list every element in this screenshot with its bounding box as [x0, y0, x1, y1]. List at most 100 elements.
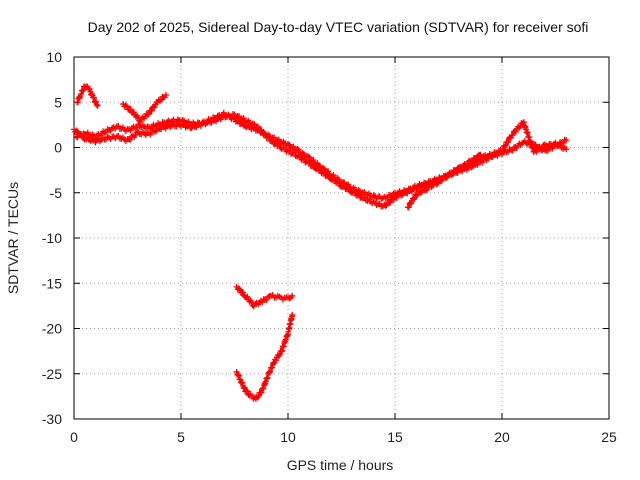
data-point-marker	[259, 299, 266, 306]
data-point-marker	[338, 183, 345, 190]
data-point-marker	[306, 159, 313, 166]
series-track-f	[233, 283, 296, 310]
data-point-marker	[438, 178, 445, 185]
data-point-marker	[244, 388, 251, 395]
x-tick-labels: 0 5 10 15 20 25	[70, 429, 617, 445]
data-point-marker	[441, 173, 448, 180]
series-track-c	[74, 83, 101, 109]
data-point-marker	[73, 127, 80, 134]
data-point-marker	[241, 384, 248, 391]
data-point-marker	[354, 191, 361, 198]
data-point-marker	[235, 285, 242, 292]
x-tick-label: 15	[387, 429, 403, 445]
data-point-marker	[499, 148, 505, 155]
data-point-marker	[512, 128, 519, 135]
data-point-marker	[310, 162, 317, 169]
y-tick-label: -15	[42, 275, 62, 291]
y-tick-label: 10	[46, 49, 62, 65]
data-point-marker	[78, 131, 85, 138]
data-point-marker	[413, 192, 420, 199]
data-point-marker	[509, 147, 516, 154]
data-point-marker	[341, 182, 348, 189]
data-point-marker	[315, 166, 322, 173]
data-point-marker	[563, 137, 570, 144]
x-tick-label: 20	[494, 429, 510, 445]
data-point-marker	[353, 192, 360, 199]
data-point-marker	[236, 113, 243, 120]
data-point-marker	[148, 107, 155, 114]
data-point-marker	[267, 368, 274, 375]
data-point-marker	[560, 139, 567, 146]
y-tick-label: 0	[54, 140, 62, 156]
data-point-marker	[130, 109, 137, 116]
data-point-marker	[290, 143, 297, 150]
data-point-marker	[408, 200, 415, 207]
data-point-marker	[468, 158, 475, 165]
y-axis-title: SDTVAR / TECUs	[5, 182, 21, 294]
data-point-marker	[93, 98, 100, 105]
data-point-marker	[444, 172, 451, 179]
data-point-marker	[289, 292, 296, 299]
data-point-marker	[122, 102, 129, 109]
y-tick-label: -20	[42, 321, 62, 337]
data-point-marker	[418, 189, 425, 196]
data-point-marker	[94, 102, 101, 109]
data-point-marker	[552, 139, 559, 146]
data-point-marker	[448, 171, 455, 178]
data-point-marker	[422, 187, 429, 194]
data-point-marker	[137, 118, 144, 125]
data-point-marker	[145, 111, 152, 118]
data-point-marker	[335, 180, 342, 187]
data-point-marker	[305, 158, 312, 165]
x-tick-label: 5	[177, 429, 185, 445]
data-point-marker	[258, 126, 265, 133]
y-tick-labels: -30 -25 -20 -15 -10 -5 0 5 10	[42, 49, 62, 427]
data-point-marker	[255, 123, 262, 130]
chart-title: Day 202 of 2025, Sidereal Day-to-day VTE…	[88, 19, 589, 35]
data-point-marker	[450, 167, 457, 174]
data-series	[71, 83, 570, 402]
data-point-marker	[127, 105, 134, 112]
data-point-marker	[266, 369, 273, 376]
data-point-marker	[144, 111, 151, 118]
data-point-marker	[273, 357, 280, 364]
series-track-e	[404, 151, 484, 211]
data-point-marker	[294, 145, 301, 152]
x-tick-label: 0	[70, 429, 78, 445]
data-point-marker	[383, 202, 390, 209]
data-point-marker	[78, 91, 85, 98]
series-track-a	[73, 109, 570, 202]
data-point-marker	[539, 145, 546, 152]
data-point-marker	[306, 154, 313, 161]
data-point-marker	[239, 379, 246, 386]
y-tick-label: -25	[42, 366, 62, 382]
data-point-marker	[563, 146, 570, 153]
x-tick-label: 10	[280, 429, 296, 445]
x-tick-label: 25	[601, 429, 617, 445]
data-point-marker	[269, 364, 276, 371]
data-point-marker	[345, 185, 352, 192]
data-point-marker	[473, 155, 480, 162]
axis-ticks	[73, 56, 610, 420]
data-point-marker	[474, 152, 481, 159]
data-point-marker	[244, 293, 251, 300]
data-point-marker	[387, 199, 394, 206]
data-point-marker	[269, 137, 276, 144]
y-tick-label: 5	[54, 94, 62, 110]
data-point-marker	[505, 138, 512, 145]
y-tick-label: -10	[42, 230, 62, 246]
data-point-marker	[263, 296, 270, 303]
data-point-marker	[319, 169, 326, 176]
series-track-g	[233, 311, 296, 402]
data-point-marker	[502, 142, 509, 149]
data-point-marker	[405, 204, 412, 211]
data-point-marker	[537, 145, 544, 152]
data-point-marker	[258, 389, 265, 396]
data-point-marker	[285, 140, 291, 147]
data-point-marker	[310, 157, 317, 164]
data-point-marker	[469, 158, 476, 165]
data-point-marker	[127, 136, 134, 143]
data-point-marker	[458, 165, 465, 172]
y-tick-label: -30	[42, 411, 62, 427]
